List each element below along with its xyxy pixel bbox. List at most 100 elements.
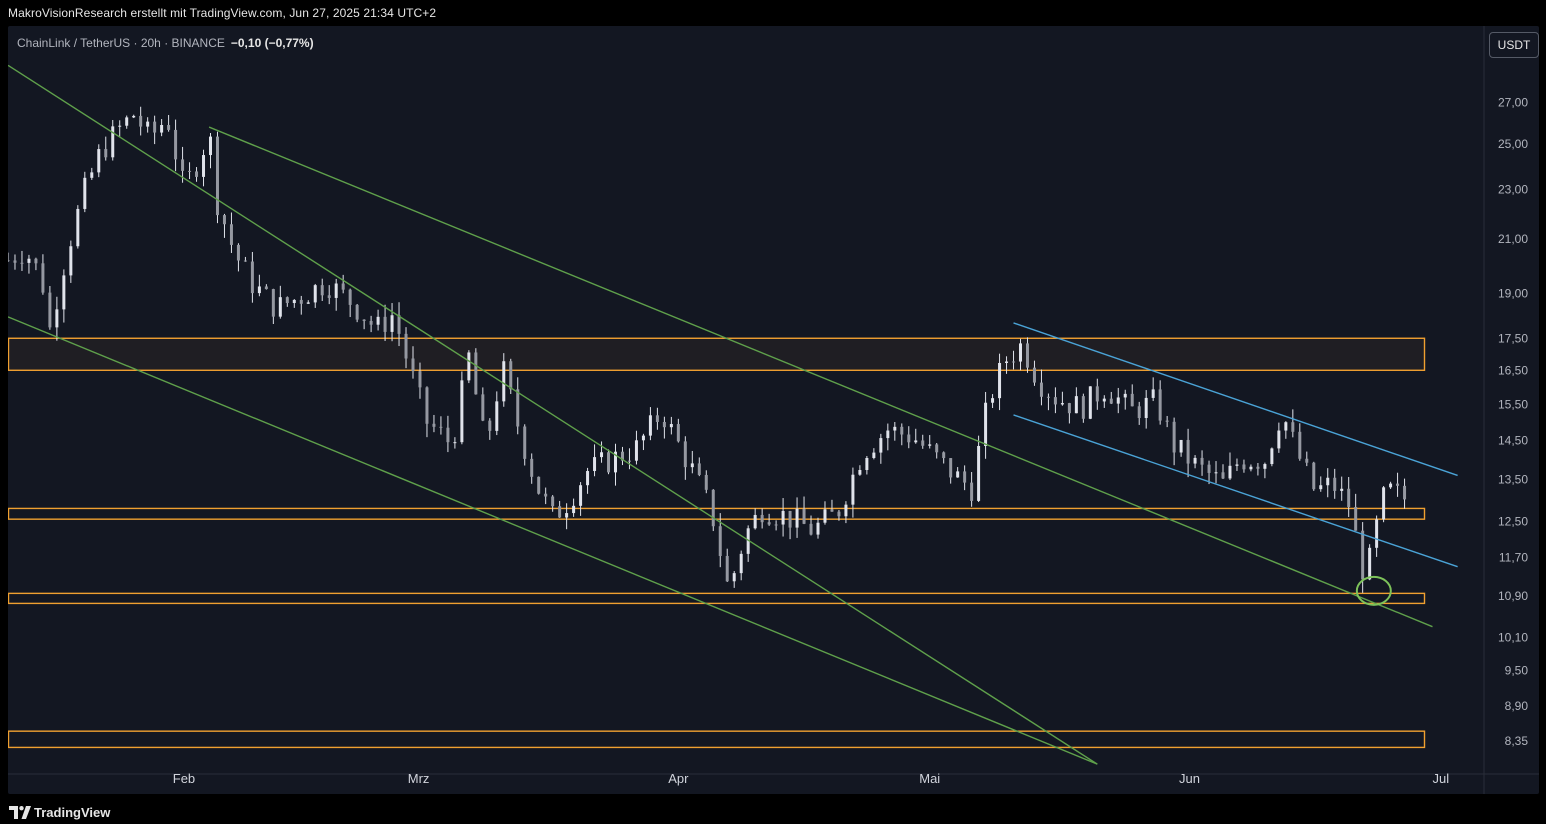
candle-body	[20, 262, 24, 264]
candle-body	[215, 136, 219, 216]
candle-body	[921, 440, 925, 446]
candle-body	[697, 463, 701, 475]
candle-body	[1088, 386, 1092, 419]
price-change: −0,10 (−0,77%)	[230, 36, 314, 50]
candle-body	[181, 159, 185, 171]
candle-body	[313, 285, 317, 303]
candle-body	[1235, 464, 1239, 466]
candle-body	[355, 304, 359, 320]
candle-body	[320, 285, 324, 296]
chart-panel[interactable]: 27,00 25,00 23,00 21,00 19,00 17,50 16,50 15,50…	[8, 26, 1539, 794]
candle-body	[250, 261, 254, 294]
candle-body	[27, 258, 31, 263]
green-channel-line	[8, 64, 1098, 765]
candle-body	[1025, 343, 1029, 368]
price-axis-label: 14,50	[1498, 434, 1528, 448]
candle-body	[404, 333, 408, 359]
candle-body	[209, 136, 212, 156]
candle-body	[1347, 488, 1351, 508]
candle-body	[97, 149, 101, 173]
candle-body	[146, 121, 150, 127]
candle-body	[711, 489, 715, 527]
price-axis-label: 8,90	[1505, 699, 1529, 713]
candle-body	[460, 380, 464, 443]
candle-body	[1074, 396, 1078, 414]
candle-body	[1214, 472, 1218, 474]
candle-body	[858, 469, 862, 475]
currency-button[interactable]: USDT	[1489, 32, 1539, 58]
candle-body	[802, 508, 806, 524]
candle-body	[669, 424, 673, 428]
candle-body	[725, 555, 729, 582]
time-axis-label: Mrz	[408, 771, 430, 786]
candle-body	[1137, 406, 1141, 419]
candle-body	[278, 297, 282, 317]
candle-body	[1046, 396, 1050, 398]
candle-body	[474, 352, 478, 395]
candle-body	[1109, 398, 1113, 404]
price-axis-label: 19,00	[1498, 287, 1528, 301]
candle-body	[1361, 530, 1365, 580]
candle-body	[1312, 462, 1316, 490]
candle-body	[977, 445, 981, 501]
candle-body	[1221, 472, 1225, 479]
candle-body	[690, 463, 694, 468]
candle-body	[851, 474, 855, 505]
tradingview-brand[interactable]: TradingView	[34, 805, 111, 820]
price-axis-label: 15,50	[1498, 397, 1528, 411]
candle-body	[1319, 485, 1323, 490]
symbol-legend: ChainLink / TetherUS · 20h · BINANCE −0,1…	[17, 36, 314, 50]
candle-body	[1019, 343, 1022, 362]
candle-body	[1095, 386, 1099, 402]
time-axis-label: Mai	[919, 771, 940, 786]
candle-body	[383, 316, 387, 332]
candle-body	[634, 440, 638, 461]
price-axis-label: 10,90	[1498, 589, 1528, 603]
candle-body	[523, 426, 527, 459]
candle-body	[76, 208, 80, 247]
price-chart[interactable]: 27,00 25,00 23,00 21,00 19,00 17,50 16,50 15,50…	[8, 26, 1539, 794]
candle-body	[593, 457, 597, 472]
candle-body	[243, 260, 247, 262]
candle-body	[264, 286, 268, 290]
time-axis-label: Jun	[1179, 771, 1200, 786]
candle-body	[956, 471, 960, 478]
candle-body	[306, 302, 310, 304]
candle-body	[376, 316, 380, 325]
candle-body	[418, 371, 422, 388]
candle-body	[949, 458, 953, 478]
green-channel-line	[8, 316, 1098, 765]
candle-body	[676, 424, 680, 442]
time-axis-label: Apr	[668, 771, 689, 786]
candle-body	[1130, 393, 1134, 407]
candle-body	[984, 402, 988, 446]
price-axis-label: 10,10	[1498, 630, 1528, 644]
candle-body	[970, 482, 974, 501]
candle-body	[1053, 397, 1057, 405]
price-axis-label: 13,50	[1498, 472, 1528, 486]
candle-body	[1375, 519, 1379, 548]
candle-body	[8, 260, 10, 262]
candle-body	[1368, 547, 1372, 580]
candle-body	[886, 430, 890, 439]
candle-body	[893, 426, 897, 431]
candle-body	[104, 149, 108, 158]
candle-body	[1039, 382, 1043, 397]
candle-body	[739, 553, 743, 574]
candle-body	[481, 394, 485, 421]
candle-body	[1067, 403, 1071, 414]
candle-body	[879, 438, 883, 453]
candle-body	[1298, 431, 1302, 459]
candle-body	[614, 451, 617, 473]
blue-channel-line	[1013, 322, 1458, 477]
candle-body	[229, 224, 233, 245]
support-resistance-zone	[8, 730, 1426, 749]
candle-body	[425, 387, 429, 424]
tradingview-logo-icon[interactable]	[9, 806, 31, 819]
candle-body	[1270, 448, 1274, 465]
candle-body	[1144, 397, 1148, 419]
candle-body	[341, 283, 345, 290]
candle-body	[914, 440, 918, 443]
price-axis-label: 11,70	[1499, 550, 1528, 564]
candle-body	[48, 292, 52, 328]
